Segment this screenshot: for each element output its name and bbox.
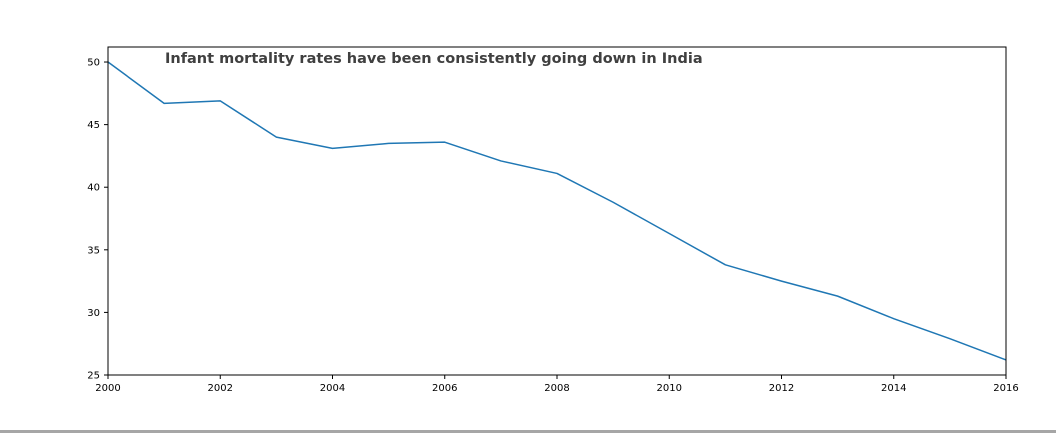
y-tick-label: 25 bbox=[87, 371, 100, 382]
y-tick-label: 45 bbox=[87, 120, 100, 131]
x-tick-label: 2002 bbox=[208, 383, 233, 394]
y-tick-label: 50 bbox=[87, 58, 100, 69]
x-tick-label: 2012 bbox=[769, 383, 794, 394]
x-tick-label: 2008 bbox=[544, 383, 569, 394]
bottom-divider bbox=[0, 430, 1056, 433]
x-axis: 2000 2002 2004 2006 2008 2010 2012 2014 2016 bbox=[95, 375, 1019, 394]
chart-title: Infant mortality rates have been consist… bbox=[165, 51, 703, 67]
x-tick-label: 2010 bbox=[657, 383, 682, 394]
x-tick-label: 2006 bbox=[432, 383, 457, 394]
x-tick-label: 2000 bbox=[95, 383, 120, 394]
x-tick-label: 2004 bbox=[320, 383, 345, 394]
y-tick-label: 40 bbox=[87, 183, 100, 194]
series-line bbox=[107, 61, 1007, 361]
x-tick-label: 2014 bbox=[881, 383, 906, 394]
plot-area bbox=[108, 47, 1006, 375]
y-tick-label: 35 bbox=[87, 245, 100, 256]
y-axis: 25 30 35 40 45 50 bbox=[87, 58, 108, 382]
x-tick-label: 2016 bbox=[993, 383, 1018, 394]
plot-frame bbox=[107, 46, 1007, 376]
y-tick-label: 30 bbox=[87, 308, 100, 319]
